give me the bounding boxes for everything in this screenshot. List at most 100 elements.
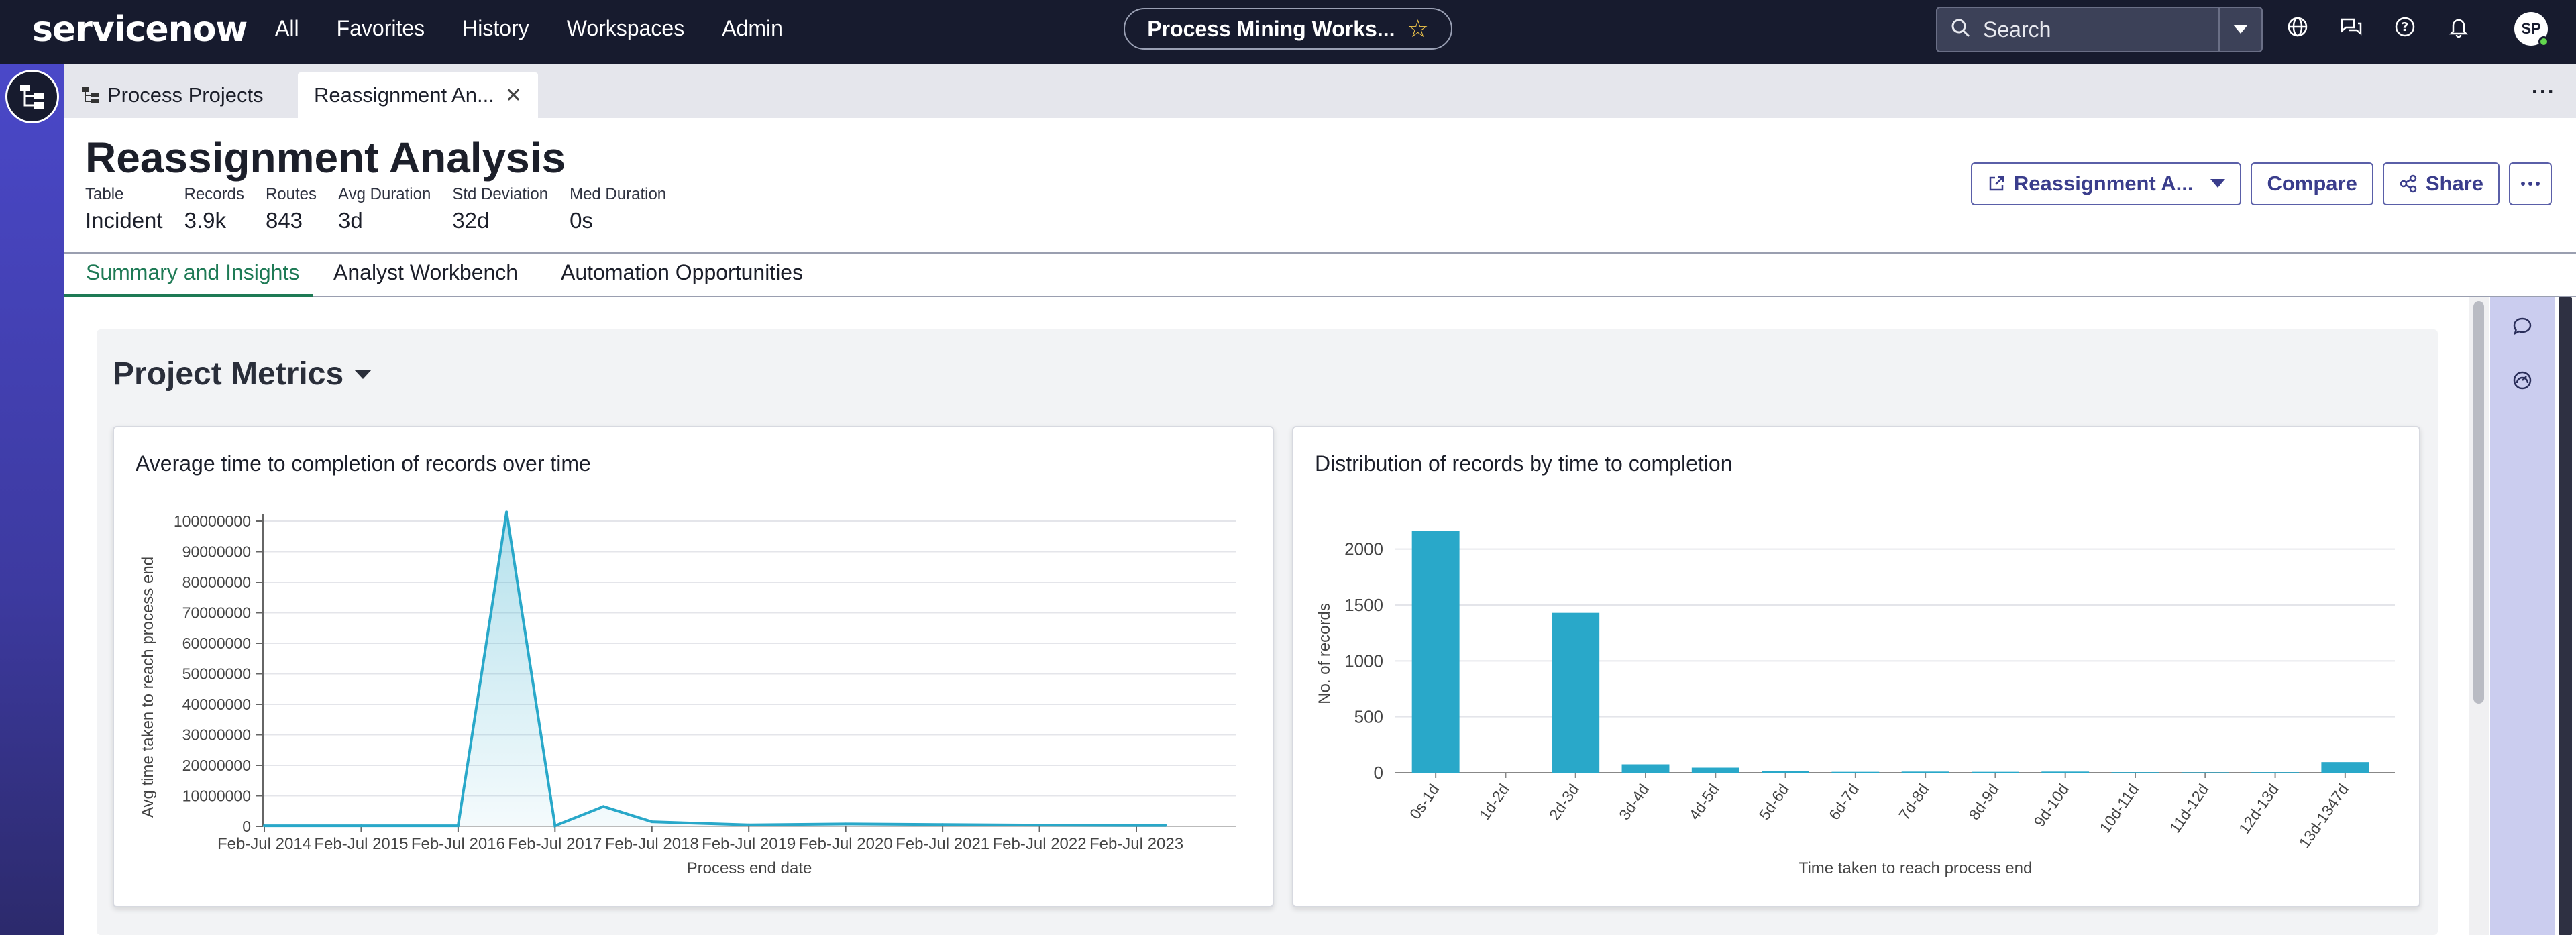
right-rail — [2490, 297, 2555, 935]
y-tick-label: 1000 — [1344, 651, 1383, 671]
dropdown-label: Reassignment A... — [2013, 172, 2194, 195]
x-tick-label: 11d-12d — [2166, 781, 2212, 836]
tab-label: Process Projects — [107, 83, 264, 107]
scroll-thumb[interactable] — [2473, 301, 2484, 704]
notification-bell-icon[interactable] — [2445, 13, 2472, 40]
series-area — [264, 512, 1166, 826]
help-icon[interactable]: ? — [2392, 13, 2418, 40]
user-avatar[interactable]: SP — [2514, 12, 2549, 47]
x-tick-label: Feb-Jul 2022 — [993, 835, 1087, 853]
x-tick-label: 4d-5d — [1685, 781, 1722, 823]
tab-summary-and-insights[interactable]: Summary and Insights — [86, 260, 300, 284]
comment-icon[interactable] — [2510, 315, 2534, 339]
x-tick-label: 2d-3d — [1546, 781, 1582, 823]
project-metrics-title[interactable]: Project Metrics — [113, 355, 373, 392]
y-axis-label: Avg time taken to reach process end — [139, 557, 157, 818]
y-tick-label: 70000000 — [182, 604, 251, 622]
nav-history[interactable]: History — [462, 16, 529, 40]
tab-reassignment-analysis[interactable]: Reassignment An... ✕ — [298, 72, 538, 118]
tab-analyst-workbench[interactable]: Analyst Workbench — [333, 260, 519, 284]
presence-dot — [2538, 36, 2549, 47]
x-tick-label: 7d-8d — [1895, 781, 1932, 823]
more-options-icon[interactable]: ··· — [2532, 80, 2556, 103]
x-tick-label: Feb-Jul 2014 — [217, 835, 311, 853]
compare-button[interactable]: Compare — [2251, 162, 2373, 205]
avg-time-chart-card: Average time to completion of records ov… — [113, 426, 1274, 908]
data-point — [1038, 824, 1041, 827]
dashboard-gauge-icon[interactable] — [2510, 368, 2534, 392]
process-tree-icon[interactable] — [5, 70, 59, 123]
x-tick-label: 13d-1347d — [2296, 781, 2352, 851]
bar — [2041, 771, 2090, 773]
x-tick-label: Feb-Jul 2017 — [508, 835, 602, 853]
more-actions-icon[interactable] — [2509, 162, 2552, 205]
y-tick-label: 0 — [242, 818, 251, 835]
y-tick-label: 60000000 — [182, 635, 251, 652]
close-tab-icon[interactable]: ✕ — [504, 84, 522, 107]
data-point — [263, 824, 266, 828]
svg-text:?: ? — [2402, 20, 2408, 34]
y-tick-label: 1500 — [1344, 595, 1383, 615]
data-point — [650, 820, 653, 824]
chart-title: Average time to completion of records ov… — [136, 451, 591, 476]
metric-value: 843 — [265, 208, 303, 233]
y-tick-label: 2000 — [1344, 539, 1383, 559]
metric-routes: Routes 843 — [266, 185, 317, 233]
x-axis-label: Time taken to reach process end — [1799, 859, 2033, 877]
nav-favorites[interactable]: Favorites — [336, 16, 425, 40]
caret-down-icon — [2210, 179, 2226, 188]
metric-label: Med Duration — [570, 185, 667, 203]
bar — [2111, 772, 2159, 773]
logo-text: servicenow — [32, 9, 248, 50]
metric-value: 32d — [452, 208, 490, 233]
nav-all[interactable]: All — [275, 16, 299, 40]
y-tick-label: 10000000 — [182, 787, 251, 805]
y-tick-label: 80000000 — [182, 573, 251, 591]
metric-label: Table — [85, 185, 124, 203]
bar — [1831, 771, 1880, 773]
data-point — [602, 805, 605, 808]
favorite-star-icon[interactable]: ☆ — [1407, 15, 1429, 42]
servicenow-logo[interactable]: servicenow — [32, 9, 248, 50]
x-tick-label: Feb-Jul 2019 — [702, 835, 796, 853]
metric-value: Incident — [85, 208, 163, 233]
workspace-label: Process Mining Works... — [1147, 16, 1395, 41]
external-link-icon — [1989, 176, 2004, 191]
chat-icon[interactable] — [2338, 13, 2365, 40]
nav-workspaces[interactable]: Workspaces — [566, 16, 685, 40]
tab-automation-opportunities[interactable]: Automation Opportunities — [561, 260, 804, 284]
data-point — [1135, 824, 1138, 827]
x-tick-label: Feb-Jul 2018 — [605, 835, 699, 853]
nav-admin[interactable]: Admin — [722, 16, 783, 40]
bar — [1691, 767, 1739, 773]
x-tick-label: Feb-Jul 2021 — [896, 835, 989, 853]
data-point — [1164, 824, 1167, 827]
content-scrollbar[interactable] — [2469, 297, 2489, 935]
tab-process-projects[interactable]: Process Projects — [64, 72, 280, 118]
avg-time-area-chart: 0 10000000 20000000 30000000 40000000 5000000… — [139, 510, 1236, 877]
data-point — [844, 822, 847, 826]
chart-title: Distribution of records by time to compl… — [1315, 451, 1733, 476]
panel-title-text: Project Metrics — [113, 356, 344, 392]
y-tick-label: 100000000 — [174, 512, 251, 530]
x-tick-label: 1d-2d — [1475, 781, 1512, 823]
y-tick-label: 30000000 — [182, 726, 251, 744]
share-button[interactable]: Share — [2382, 162, 2500, 205]
page-scrollbar[interactable] — [2559, 297, 2572, 935]
x-axis-label: Process end date — [687, 859, 812, 877]
metric-label: Avg Duration — [338, 185, 431, 203]
y-tick-label: 90000000 — [182, 543, 251, 561]
search-scope-dropdown[interactable] — [2218, 8, 2261, 51]
share-label: Share — [2425, 172, 2483, 195]
metric-med-duration: Med Duration 0s — [570, 185, 666, 233]
y-tick-label: 0 — [1374, 763, 1383, 783]
workspace-pill[interactable]: Process Mining Works... ☆ — [1124, 8, 1452, 50]
reassignment-dropdown-button[interactable]: Reassignment A... — [1970, 162, 2242, 205]
search-label: Search — [1983, 17, 2051, 42]
globe-icon[interactable] — [2284, 13, 2311, 40]
header-actions: Reassignment A... Compare Share — [1970, 162, 2552, 205]
metric-value: 0s — [570, 208, 593, 233]
y-tick-label: 40000000 — [182, 696, 251, 713]
bar — [1762, 771, 1810, 773]
global-search[interactable]: Search — [1936, 7, 2263, 52]
